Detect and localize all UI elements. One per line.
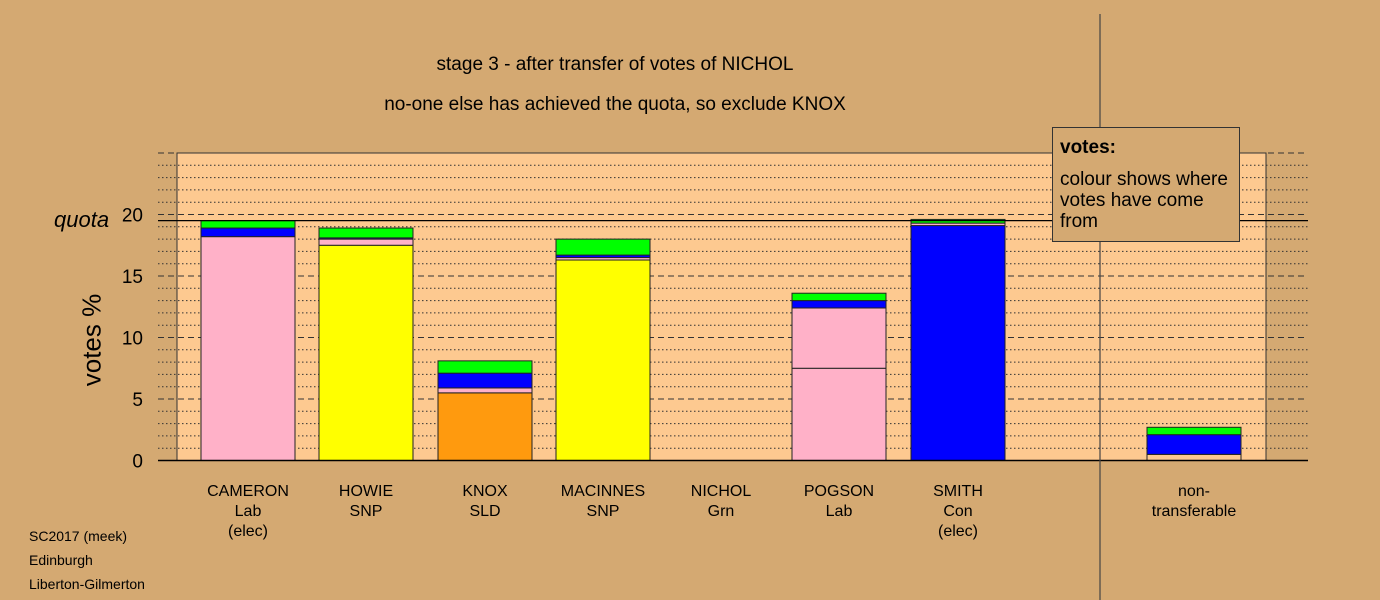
bar-segment	[437, 360, 533, 374]
bar-segment	[555, 259, 651, 462]
bar-segment	[555, 238, 651, 256]
bar-segment	[318, 238, 414, 246]
bar-segment	[791, 292, 887, 302]
bar-segment	[791, 300, 887, 309]
bar-segment	[437, 392, 533, 462]
bar-segment	[791, 367, 887, 461]
category-label: non-transferable	[1151, 483, 1237, 520]
category-label: KNOX SLD	[462, 483, 508, 520]
footer-election: SC2017 (meek)	[29, 528, 128, 544]
category-label: POGSON Lab	[803, 483, 875, 520]
chart-title: stage 3 - after transfer of votes of NIC…	[436, 54, 794, 75]
bar-segment	[437, 372, 533, 389]
category-label: CAMERON Lab (elec)	[207, 483, 289, 540]
bar-segment	[791, 307, 887, 369]
y-tick-label: 15	[122, 267, 143, 288]
bar-segment	[1146, 426, 1242, 436]
category-label: SMITH Con (elec)	[933, 483, 983, 540]
y-tick-label: 20	[122, 206, 143, 227]
bar-segment	[200, 227, 296, 238]
y-tick-label: 0	[132, 452, 143, 473]
bar-segment	[318, 244, 414, 461]
legend-title: votes:	[1060, 137, 1116, 158]
bar-segment	[1146, 434, 1242, 455]
category-label: NICHOL Grn	[690, 483, 752, 520]
category-label: HOWIE SNP	[338, 483, 394, 520]
y-tick-label: 10	[122, 329, 143, 350]
y-tick-label: 5	[132, 390, 143, 411]
bar-segment	[910, 218, 1006, 224]
category-label: MACINNES SNP	[560, 483, 646, 520]
bar-segment	[200, 220, 296, 229]
bar-segment	[200, 236, 296, 461]
y-axis-label: votes %	[76, 293, 107, 387]
bar-segment	[437, 387, 533, 394]
legend-text: colour shows where votes have come from	[1060, 169, 1228, 232]
footer-ward: Liberton-Gilmerton	[29, 576, 145, 592]
bar-segment	[318, 227, 414, 239]
bar-segment	[910, 225, 1006, 461]
footer-council: Edinburgh	[29, 552, 93, 568]
chart-subtitle: no-one else has achieved the quota, so e…	[384, 94, 846, 115]
legend: votes: colour shows where votes have com…	[1052, 127, 1240, 242]
quota-label: quota	[54, 207, 110, 232]
